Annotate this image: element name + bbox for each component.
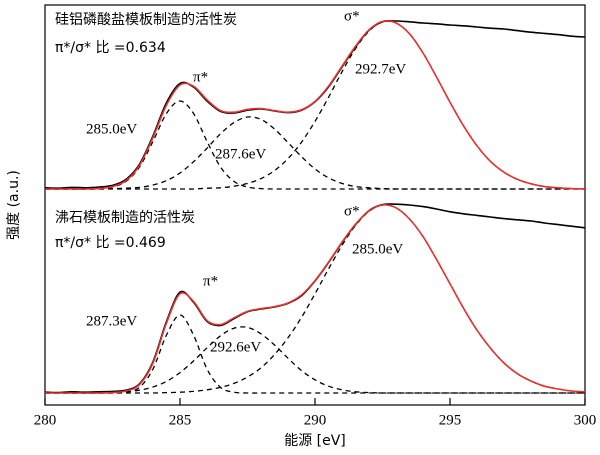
annotation: 285.0eV xyxy=(86,121,137,137)
annotation: 287.3eV xyxy=(86,313,137,329)
component-curve xyxy=(44,116,585,190)
plot-frame xyxy=(44,4,586,406)
x-tick-label: 285 xyxy=(169,412,192,428)
component-curve xyxy=(44,100,585,190)
component-curve xyxy=(45,326,585,394)
annotation: σ* xyxy=(344,203,360,219)
annotation: 292.7eV xyxy=(355,61,406,77)
x-tick-label: 290 xyxy=(304,412,327,428)
x-tick-label: 300 xyxy=(574,412,597,428)
y-axis-label: 强度 (a.u.) xyxy=(6,170,22,240)
annotation: π*/σ* 比 =0.469 xyxy=(55,235,166,251)
annotation: 292.6eV xyxy=(210,339,261,355)
annotation: π* xyxy=(203,273,218,289)
x-tick-label: 280 xyxy=(34,412,57,428)
annotation: 285.0eV xyxy=(352,241,403,257)
x-axis-label: 能源 [eV] xyxy=(284,433,346,449)
spectrum-line xyxy=(44,203,586,394)
spectrum-line xyxy=(44,20,586,190)
annotation: π* xyxy=(193,69,208,85)
annotation: σ* xyxy=(344,8,360,24)
component-curve xyxy=(45,204,586,394)
annotation: 硅铝磷酸盐模板制造的活性炭 xyxy=(55,12,237,28)
x-tick-label: 295 xyxy=(439,412,462,428)
annotation: π*/σ* 比 =0.634 xyxy=(55,40,166,56)
annotation: 287.6eV xyxy=(215,146,266,162)
spectrum-line xyxy=(45,204,586,394)
component-curve xyxy=(45,314,585,394)
annotation: 沸石模板制造的活性炭 xyxy=(55,210,195,226)
